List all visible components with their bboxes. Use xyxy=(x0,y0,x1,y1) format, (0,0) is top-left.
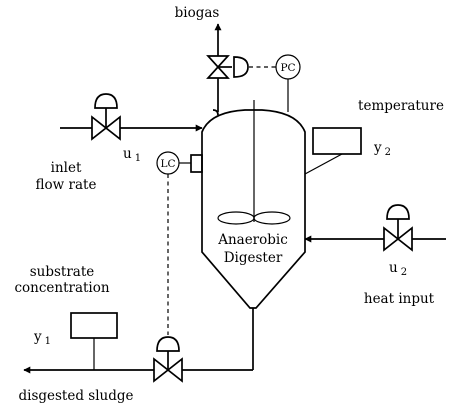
digester-label-line2: Digester xyxy=(224,250,283,266)
agitator xyxy=(217,100,291,225)
biogas-label: biogas xyxy=(175,5,220,21)
digested-sludge-label: disgested sludge xyxy=(18,388,133,404)
lc-tag: LC xyxy=(160,158,175,170)
digester-vessel xyxy=(201,109,306,309)
heat-input-valve xyxy=(383,204,413,252)
digester-label-line1: Anaerobic xyxy=(217,232,288,248)
inlet-label: inlet xyxy=(51,160,82,176)
biogas-valve xyxy=(206,55,249,79)
heat-input-label: heat input xyxy=(364,291,435,307)
level-controller: LC xyxy=(156,151,203,175)
pc-tag: PC xyxy=(280,62,295,74)
sludge-outlet-line xyxy=(23,308,254,374)
sludge-valve xyxy=(153,336,183,383)
substrate-label: substrate xyxy=(30,264,95,280)
substrate-sensor xyxy=(70,312,118,370)
temperature-sensor xyxy=(304,127,362,175)
pressure-controller: PC xyxy=(275,54,301,112)
flow-rate-label: flow rate xyxy=(36,177,97,193)
temperature-label: temperature xyxy=(358,98,444,114)
inlet-valve xyxy=(91,93,121,141)
concentration-label: concentration xyxy=(14,280,109,296)
